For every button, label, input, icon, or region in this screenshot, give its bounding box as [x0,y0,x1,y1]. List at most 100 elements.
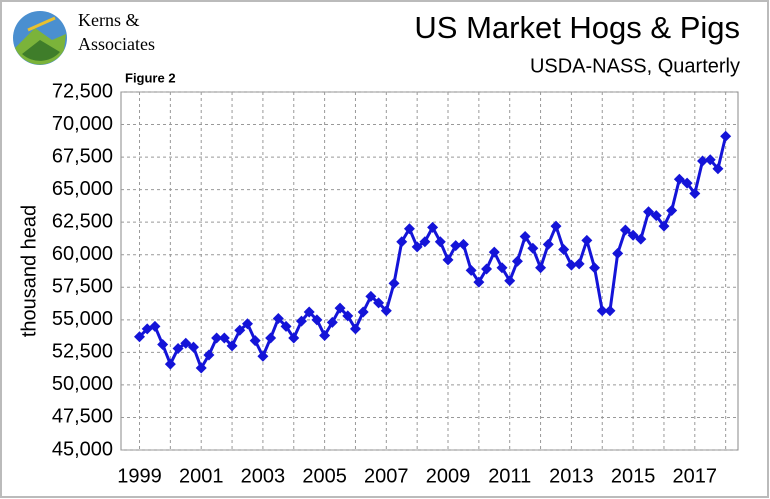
marker [481,263,493,275]
marker [419,236,431,248]
marker [527,242,539,254]
marker [342,310,354,322]
marker [511,255,523,267]
marker [619,224,631,236]
chart-title: US Market Hogs & Pigs [414,10,740,45]
marker [643,206,655,218]
marker [704,154,716,166]
marker [257,350,269,362]
x-tick-label: 1999 [117,465,162,487]
marker [411,241,423,253]
marker [403,223,415,235]
marker [720,130,732,142]
x-tick-label: 2015 [611,465,656,487]
x-tick-label: 2009 [426,465,471,487]
logo-icon [13,11,67,65]
marker [311,314,323,326]
marker [172,342,184,354]
plot-area [120,91,739,451]
marker [272,313,284,325]
y-tick-label: 65,000 [52,178,113,200]
marker [164,358,176,370]
marker [396,236,408,248]
marker [450,240,462,252]
y-axis-label: thousand head [18,205,40,337]
x-tick-label: 2001 [179,465,224,487]
y-tick-label: 45,000 [52,438,113,460]
chart-subtitle: USDA-NASS, Quarterly [530,55,740,77]
y-tick-label: 70,000 [52,113,113,135]
marker [473,276,485,288]
marker [134,331,146,343]
marker [357,306,369,318]
x-tick-label: 2003 [241,465,286,487]
marker [635,233,647,245]
marker [388,277,400,289]
marker [573,258,585,270]
marker [627,229,639,241]
marker [565,259,577,271]
x-tick-label: 2017 [673,465,718,487]
marker [195,362,207,374]
marker [457,238,469,250]
x-tick-label: 2013 [549,465,594,487]
y-tick-label: 50,000 [52,373,113,395]
marker [535,262,547,274]
marker [434,236,446,248]
marker [519,231,531,243]
marker [496,262,508,274]
y-tick-label: 52,500 [52,341,113,363]
marker [373,297,385,309]
marker [666,204,678,216]
marker [380,305,392,317]
marker [596,305,608,317]
marker [249,335,261,347]
marker [604,305,616,317]
y-tick-label: 57,500 [52,276,113,298]
y-tick-label: 62,500 [52,210,113,232]
marker [288,332,300,344]
marker [280,320,292,332]
marker [542,238,554,250]
marker [558,244,570,256]
marker [319,329,331,341]
marker [295,315,307,327]
marker [712,163,724,175]
y-tick-label: 72,500 [52,80,113,102]
marker [218,332,230,344]
y-tick-label: 67,500 [52,145,113,167]
marker [465,264,477,276]
marker [149,320,161,332]
y-tick-label: 55,000 [52,308,113,330]
marker [442,254,454,266]
marker [211,332,223,344]
marker [187,341,199,353]
logo-text: Associates [78,34,155,54]
marker [241,318,253,330]
marker [612,247,624,259]
marker [673,173,685,185]
marker [234,324,246,336]
marker [650,210,662,222]
marker [689,188,701,200]
x-tick-label: 2011 [488,465,531,487]
marker [488,246,500,258]
marker [349,323,361,335]
marker [226,340,238,352]
marker [427,221,439,233]
marker [697,155,709,167]
marker [681,177,693,189]
marker [658,220,670,232]
x-tick-label: 2005 [302,465,347,487]
marker [303,306,315,318]
marker [180,337,192,349]
logo-text: Kerns & [78,10,140,30]
marker [265,332,277,344]
marker [203,349,215,361]
marker [581,234,593,246]
marker [589,262,601,274]
marker [334,302,346,314]
y-tick-label: 60,000 [52,243,113,265]
marker [365,290,377,302]
x-tick-label: 2007 [364,465,409,487]
